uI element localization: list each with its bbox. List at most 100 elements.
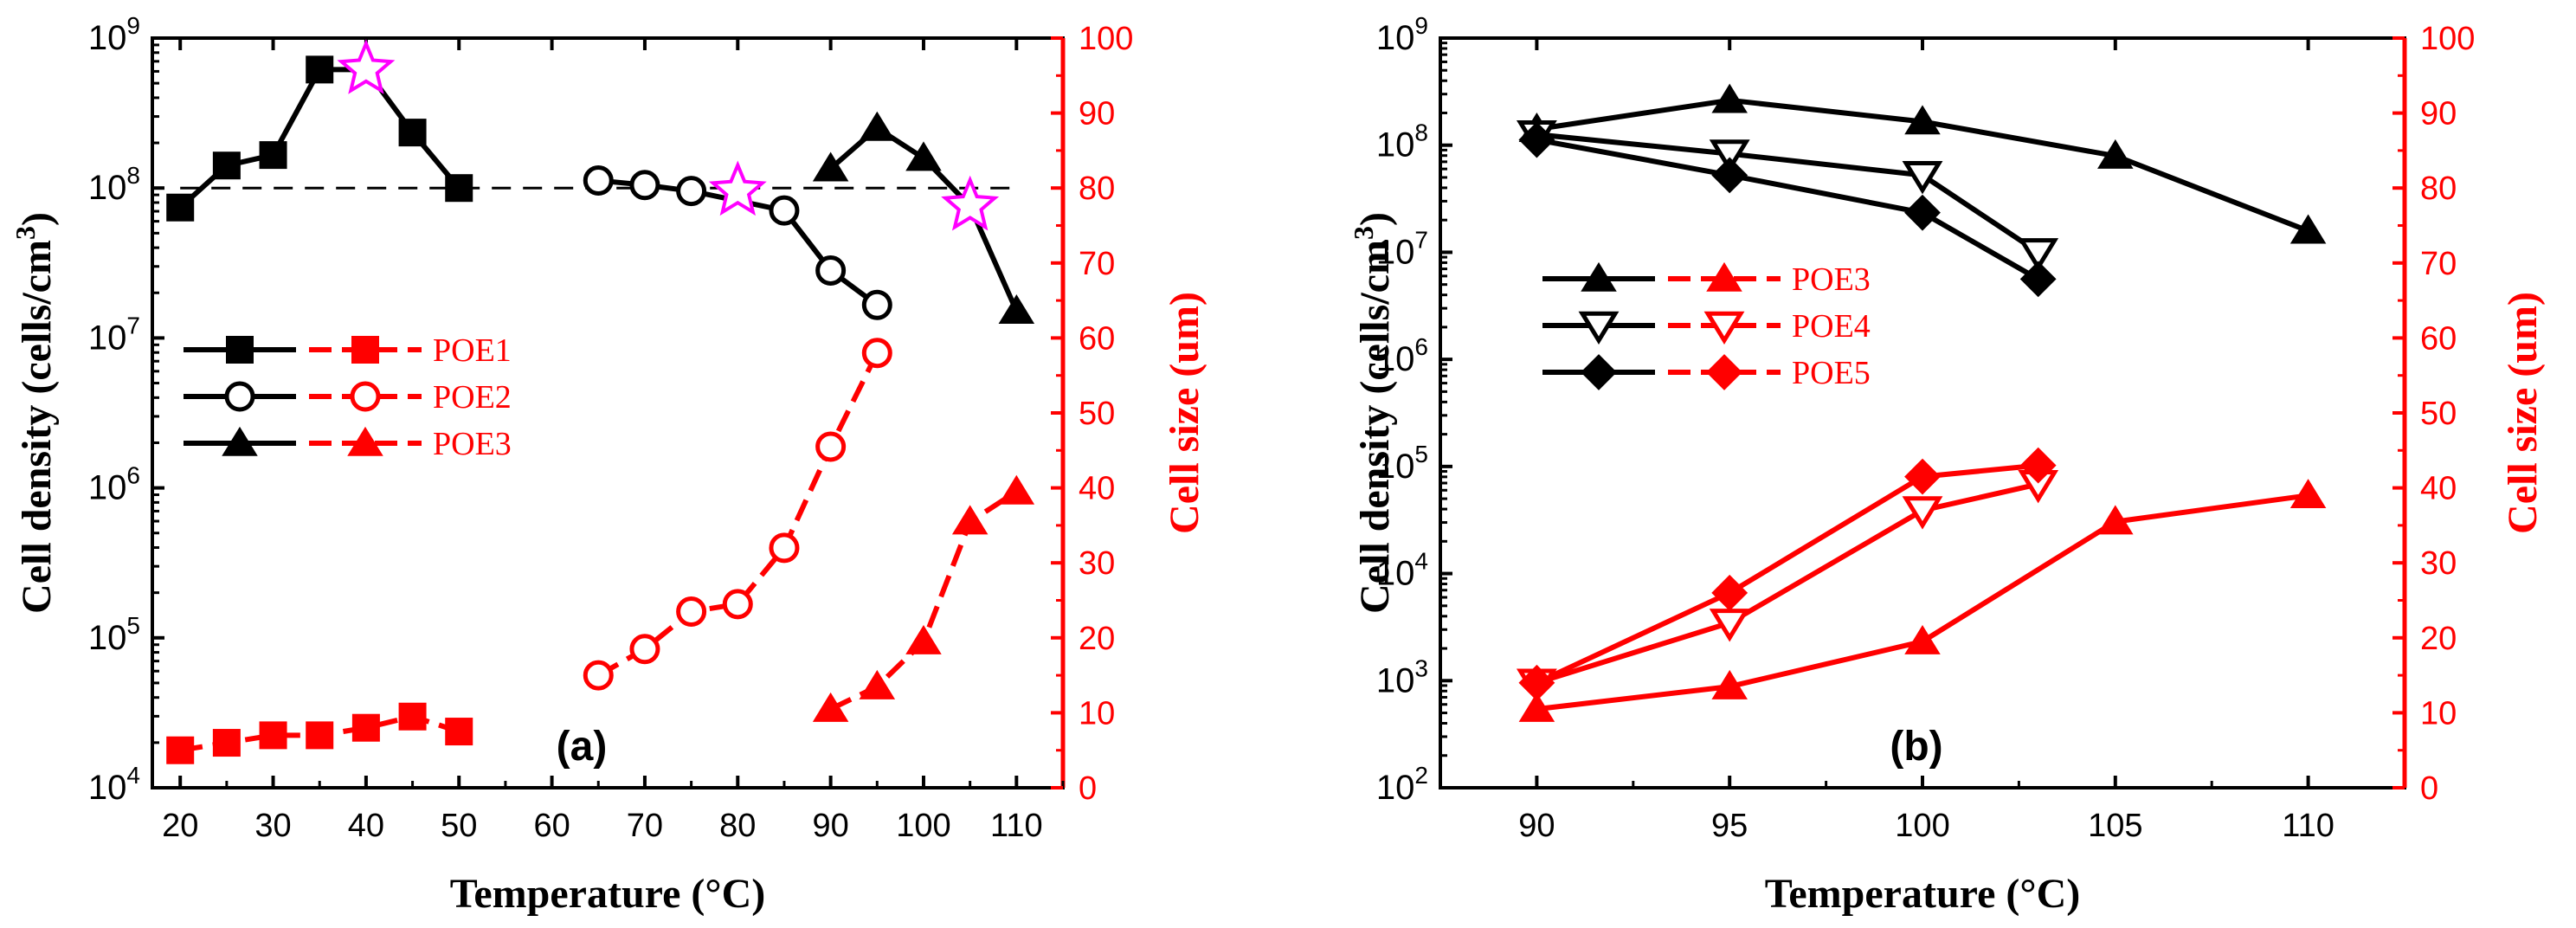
- size-line-poe5: [1536, 462, 2038, 686]
- y-right-tick-label: 10: [1079, 695, 1115, 731]
- y-right-tick-label: 20: [2420, 621, 2457, 657]
- density-point-poe4: [2018, 238, 2059, 272]
- y-right-axis-label: Cell size (um): [1162, 292, 1208, 534]
- density-point-poe2: [815, 255, 847, 286]
- size-point-poe1: [351, 713, 380, 742]
- x-tick-label: 70: [627, 808, 663, 844]
- size-point-poe3: [905, 624, 942, 654]
- size-point-poe5: [2019, 447, 2057, 484]
- size-point-poe3: [859, 669, 896, 699]
- size-point-poe3: [951, 505, 989, 535]
- legend-marker-size: [347, 426, 383, 456]
- density-point-poe2: [583, 165, 614, 197]
- x-tick-label: 110: [990, 808, 1043, 844]
- size-point-poe3: [1518, 692, 1555, 722]
- y-right-tick-label: 70: [2420, 246, 2457, 282]
- size-point-poe3: [1904, 624, 1941, 654]
- panel-label: (b): [1890, 724, 1942, 770]
- density-line-poe4: [1536, 132, 2040, 255]
- size-point-poe1: [259, 721, 287, 750]
- y-right-tick-label: 60: [2420, 320, 2457, 357]
- y-left-tick-label: 109: [1376, 12, 1428, 57]
- y-right-tick-label: 100: [1079, 21, 1133, 57]
- legend-marker-size: [1703, 311, 1745, 345]
- y-left-tick-label: 102: [1376, 762, 1428, 807]
- density-point-poe3: [998, 294, 1035, 325]
- x-tick-label: 100: [896, 808, 950, 844]
- size-point-poe2: [583, 660, 614, 691]
- transition-star: [708, 160, 767, 216]
- size-point-poe5: [1518, 664, 1555, 701]
- legend-label: POE3: [433, 426, 512, 462]
- legend-label: POE1: [433, 332, 512, 369]
- y-left-tick-label: 106: [88, 462, 140, 507]
- x-tick-label: 105: [2088, 808, 2142, 844]
- y-right-tick-label: 30: [1079, 545, 1115, 582]
- x-tick-label: 20: [162, 808, 198, 844]
- density-point-poe3: [1711, 83, 1748, 113]
- x-tick-label: 90: [812, 808, 848, 844]
- x-tick-label: 90: [1518, 808, 1555, 844]
- y-left-tick-label: 105: [88, 612, 140, 657]
- legend-label: POE3: [1792, 261, 1871, 298]
- size-point-poe2: [815, 431, 847, 462]
- density-point-poe3: [1904, 105, 1941, 135]
- density-point-poe1: [166, 193, 195, 222]
- x-tick-label: 100: [1895, 808, 1949, 844]
- y-left-tick-label: 107: [88, 312, 140, 357]
- y-right-tick-label: 20: [1079, 621, 1115, 657]
- y-left-axis-label: Cell density (cells/cm3): [10, 212, 60, 614]
- legend-marker-size: [350, 381, 381, 412]
- legend-marker-density: [224, 381, 255, 412]
- y-right-tick-label: 0: [1079, 770, 1097, 807]
- legend-label: POE2: [433, 379, 512, 416]
- x-tick-label: 30: [254, 808, 291, 844]
- size-point-poe1: [306, 721, 334, 750]
- density-point-poe3: [812, 151, 849, 182]
- density-point-poe5: [1518, 121, 1555, 158]
- y-right-tick-label: 40: [1079, 471, 1115, 507]
- y-right-tick-label: 70: [1079, 246, 1115, 282]
- x-tick-label: 80: [719, 808, 756, 844]
- size-point-poe3: [998, 474, 1035, 505]
- transition-star: [941, 175, 1000, 231]
- y-left-tick-label: 107: [1376, 226, 1428, 271]
- density-point-poe3: [905, 141, 942, 171]
- y-left-axis-label: Cell density (cells/cm3): [1348, 212, 1398, 614]
- x-axis-label: Temperature (°C): [1765, 871, 2080, 917]
- density-point-poe1: [259, 141, 287, 170]
- size-point-poe3: [1711, 669, 1748, 699]
- density-point-poe3: [2289, 214, 2327, 244]
- x-tick-label: 40: [348, 808, 384, 844]
- density-point-poe2: [861, 289, 892, 320]
- y-right-tick-label: 30: [2420, 545, 2457, 582]
- panel-label: (a): [557, 724, 608, 770]
- size-point-poe1: [445, 718, 473, 746]
- size-point-poe3: [812, 692, 849, 722]
- density-point-poe5: [1711, 157, 1748, 194]
- legend-marker-size: [1706, 354, 1742, 390]
- legend-marker-size: [351, 336, 379, 364]
- size-point-poe5: [1904, 458, 1941, 495]
- size-point-poe3: [2289, 479, 2327, 509]
- size-point-poe2: [629, 634, 660, 665]
- y-right-axis-label: Cell size (um): [2500, 292, 2546, 534]
- density-point-poe4: [1902, 161, 1943, 195]
- legend-marker-density: [226, 336, 254, 364]
- y-left-tick-label: 104: [88, 762, 140, 807]
- density-line-poe1-a: [178, 68, 322, 209]
- panel-b-chart: 90 95 100 105 110102103104105106107108109010…: [1348, 12, 2546, 917]
- density-point-poe5: [2019, 261, 2057, 298]
- y-right-tick-label: 0: [2420, 770, 2438, 807]
- density-point-poe1: [445, 174, 473, 203]
- density-point-poe5: [1904, 194, 1941, 231]
- y-right-tick-label: 40: [2420, 471, 2457, 507]
- panel-a-chart: 20 30 40 50 60 70 80 90 100 110104105106107108109…: [10, 12, 1208, 917]
- size-point-poe5: [1711, 574, 1748, 611]
- y-right-tick-label: 50: [2420, 396, 2457, 432]
- y-right-tick-label: 80: [2420, 171, 2457, 207]
- y-left-tick-label: 104: [1376, 548, 1428, 593]
- size-line-poe4: [1536, 481, 2039, 686]
- y-right-tick-label: 90: [1079, 96, 1115, 132]
